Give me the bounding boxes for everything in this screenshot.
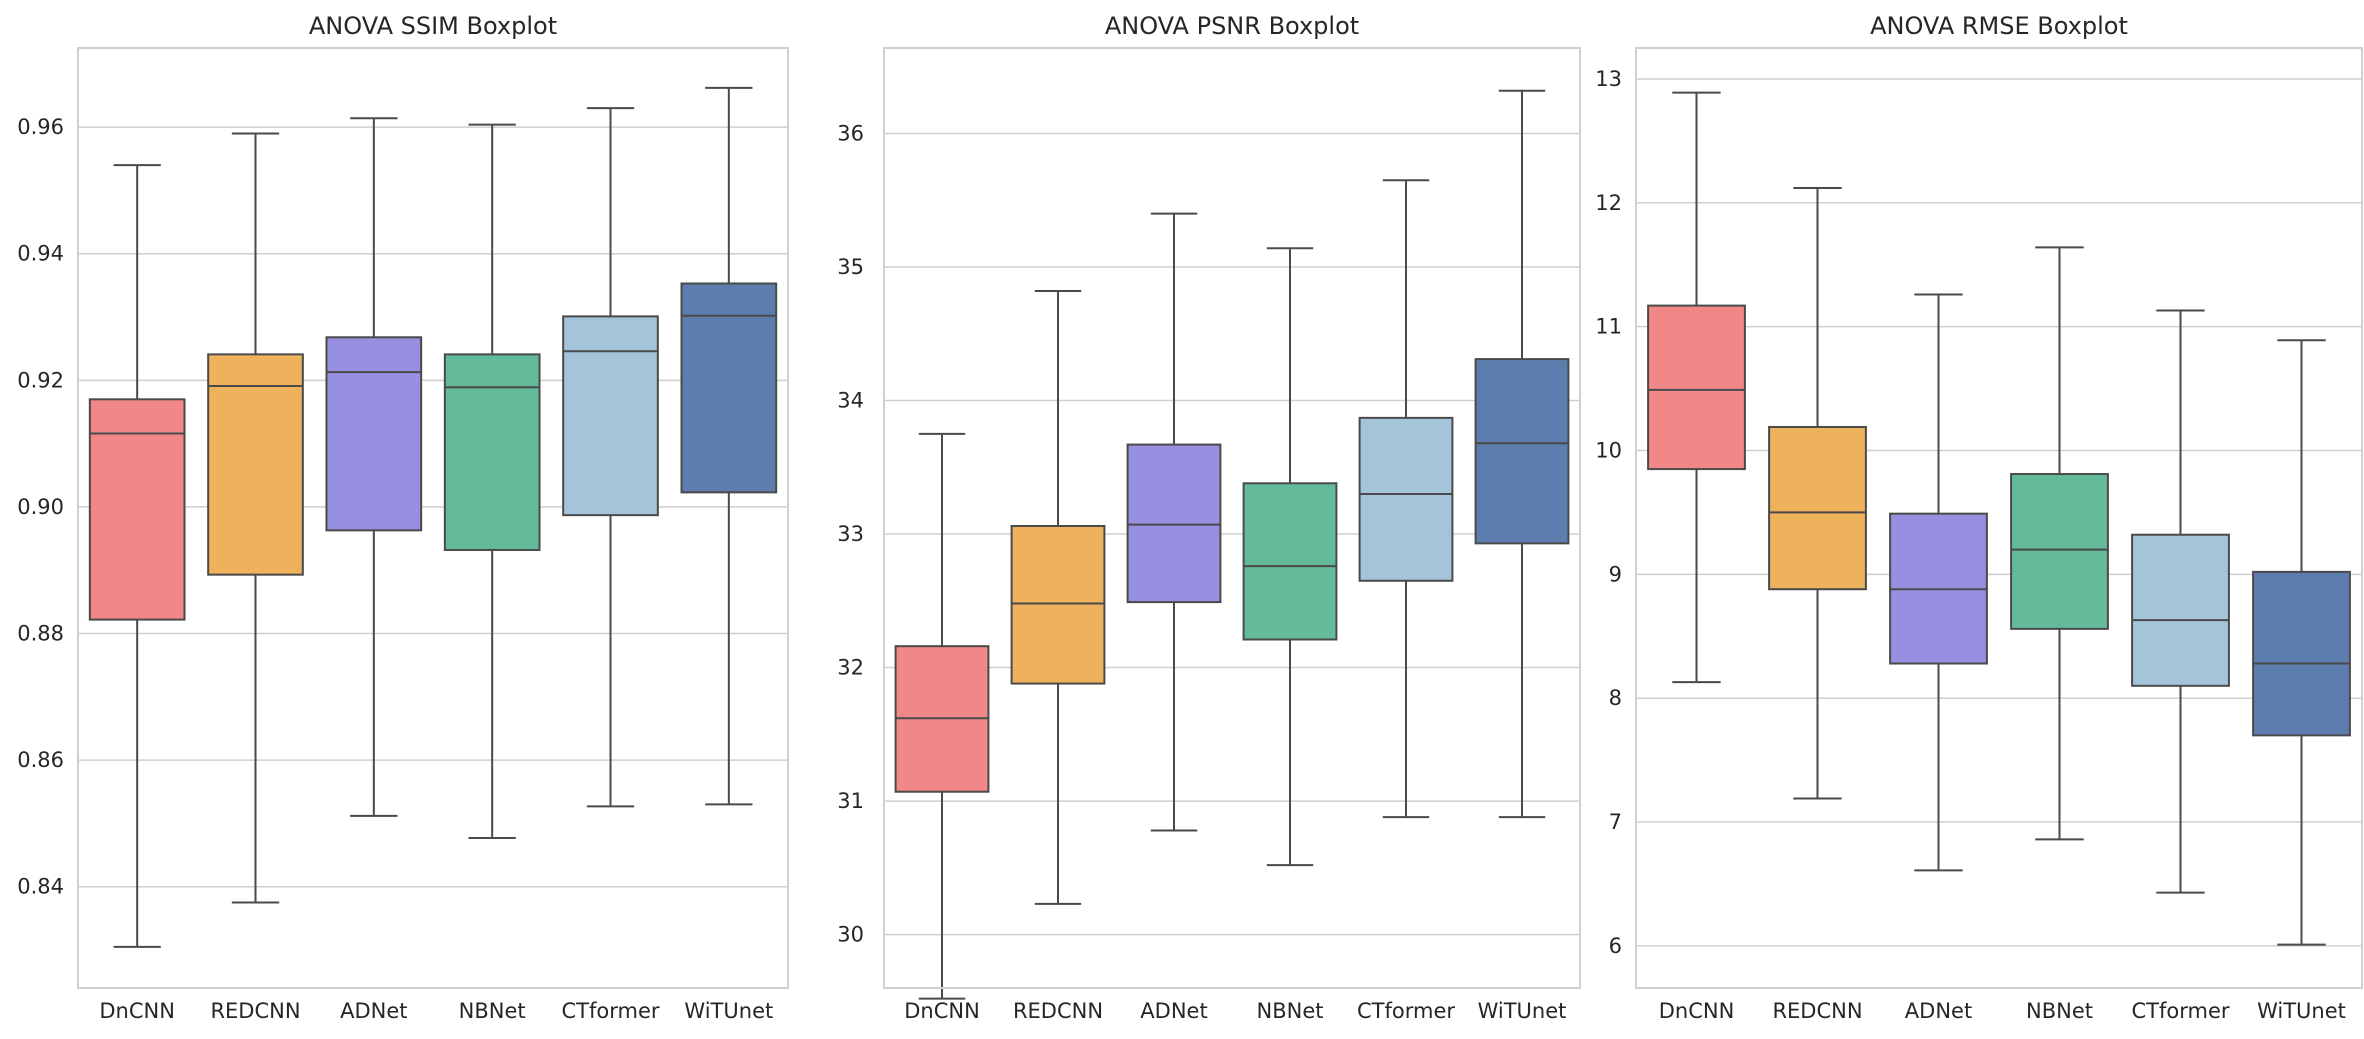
ssim-box-dncnn [88,164,186,948]
rmse-y-tick-label: 8 [1609,686,1622,710]
ssim-plot-frame [77,47,789,989]
psnr-iqr-box [1358,416,1454,582]
rmse-x-tick-label: ADNet [1905,999,1972,1023]
rmse-iqr-box [2252,570,2351,737]
psnr-x-tick-label: REDCNN [1013,999,1103,1023]
psnr-box-adnet [1126,212,1222,832]
psnr-y-tick-label: 31 [837,789,864,813]
rmse-box-adnet [1889,293,1988,872]
psnr-box-ctformer [1358,179,1454,819]
psnr-x-tick-label: ADNet [1140,999,1207,1023]
rmse-box-redcnn [1768,186,1867,800]
psnr-iqr-box [1126,443,1222,604]
psnr-boxplot-panel: ANOVA PSNR Boxplot 30 31 32 33 34 35 36 DnCNN RED… [800,0,1581,1039]
psnr-y-tick-label: 33 [837,522,864,546]
rmse-box-ctformer [2131,309,2230,894]
ssim-boxplot-chart: ANOVA SSIM Boxplot 0.84 0.86 0.88 0.90 0.92 0.… [17,12,789,1023]
rmse-y-tick-label: 13 [1595,67,1622,91]
psnr-y-tick-label: 32 [837,656,864,680]
ssim-iqr-box [88,398,186,621]
rmse-y-tick-label: 11 [1595,315,1622,339]
rmse-y-tick-label: 12 [1595,191,1622,215]
rmse-iqr-box [2131,533,2230,687]
rmse-boxplot-panel: ANOVA RMSE Boxplot 6 7 8 9 10 11 12 13 DnCNN REDCN… [1580,0,2364,1039]
psnr-iqr-box [1242,482,1338,641]
ssim-y-tick-label: 0.84 [17,875,64,899]
ssim-x-tick-label: WiTUnet [684,999,773,1023]
psnr-x-tick-label: DnCNN [904,999,980,1023]
rmse-x-tick-label: NBNet [2026,999,2093,1023]
ssim-x-tick-label: NBNet [459,999,526,1023]
psnr-y-tick-label: 30 [837,923,864,947]
rmse-iqr-box [1647,304,1746,471]
ssim-iqr-box [325,336,423,532]
ssim-y-tick-label: 0.94 [17,242,64,266]
rmse-box-dncnn [1647,91,1746,684]
psnr-plot-frame [883,47,1581,989]
ssim-y-tick-label: 0.88 [17,622,64,646]
psnr-iqr-box [1474,358,1570,545]
rmse-iqr-box [2010,473,2109,630]
psnr-box-redcnn [1010,290,1106,905]
ssim-box-redcnn [207,132,304,904]
psnr-y-tick-label: 35 [837,255,864,279]
psnr-boxplot-chart: ANOVA PSNR Boxplot 30 31 32 33 34 35 36 DnCNN RED… [837,12,1581,1023]
ssim-box-ctformer [562,107,659,808]
psnr-y-tick-label: 36 [837,121,864,145]
psnr-x-tick-label: WiTUnet [1478,999,1567,1023]
ssim-boxplot-panel: ANOVA SSIM Boxplot 0.84 0.86 0.88 0.90 0.92 0.… [0,0,800,1039]
ssim-iqr-box [680,282,778,494]
ssim-y-tick-label: 0.92 [17,368,64,392]
rmse-y-tick-label: 6 [1609,934,1622,958]
ssim-x-tick-label: CTformer [561,999,659,1023]
rmse-boxplot-chart: ANOVA RMSE Boxplot 6 7 8 9 10 11 12 13 DnCNN REDCN… [1595,12,2363,1023]
psnr-box-nbnet [1242,247,1338,867]
rmse-box-nbnet [2010,246,2109,841]
rmse-x-tick-label: WiTUnet [2257,999,2346,1023]
ssim-box-nbnet [443,123,541,839]
ssim-chart-title: ANOVA SSIM Boxplot [309,12,557,40]
ssim-iqr-box [207,353,304,576]
psnr-chart-title: ANOVA PSNR Boxplot [1105,12,1359,40]
ssim-box-witunet [680,86,778,806]
ssim-box-adnet [325,117,423,817]
rmse-y-tick-label: 7 [1609,810,1622,834]
rmse-box-witunet [2252,339,2351,946]
psnr-x-tick-label: NBNet [1257,999,1324,1023]
rmse-chart-title: ANOVA RMSE Boxplot [1870,12,2128,40]
ssim-y-tick-label: 0.90 [17,495,64,519]
psnr-y-tick-label: 34 [837,389,864,413]
psnr-iqr-box [1010,525,1106,685]
rmse-y-tick-label: 10 [1595,439,1622,463]
rmse-x-tick-label: REDCNN [1772,999,1862,1023]
rmse-plot-frame [1635,47,2363,989]
ssim-y-tick-label: 0.86 [17,748,64,772]
psnr-box-dncnn [894,432,990,1000]
ssim-iqr-box [443,353,541,551]
ssim-x-tick-label: REDCNN [210,999,300,1023]
ssim-x-tick-label: DnCNN [99,999,175,1023]
psnr-x-tick-label: CTformer [1357,999,1455,1023]
psnr-box-witunet [1474,89,1570,819]
rmse-iqr-box [1768,425,1867,591]
rmse-x-tick-label: CTformer [2131,999,2229,1023]
rmse-x-tick-label: DnCNN [1659,999,1735,1023]
ssim-iqr-box [562,315,659,517]
ssim-y-tick-label: 0.96 [17,115,64,139]
rmse-y-tick-label: 9 [1609,562,1622,586]
ssim-x-tick-label: ADNet [340,999,407,1023]
